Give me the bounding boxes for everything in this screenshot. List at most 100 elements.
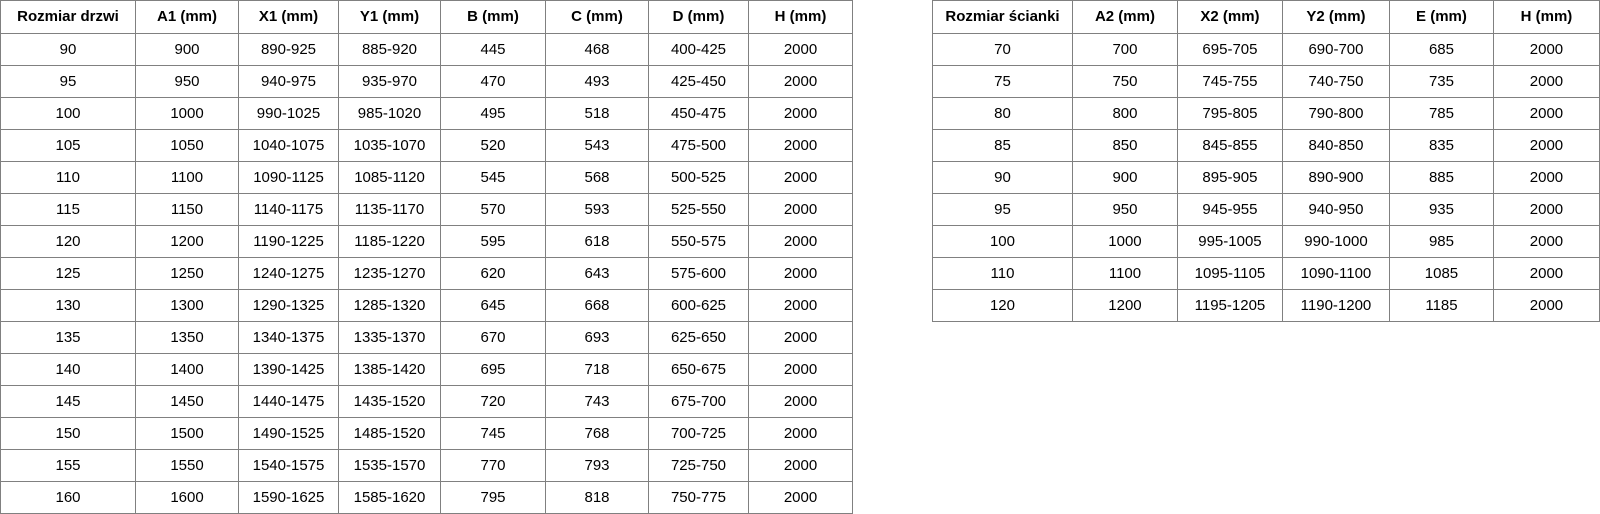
table-cell: 520 bbox=[440, 129, 546, 162]
table-cell: 985-1020 bbox=[338, 97, 441, 130]
table-cell: 900 bbox=[1071, 161, 1178, 194]
table-row: 110 1100 1095-1105 1090-1100 1085 2000 bbox=[932, 257, 1600, 290]
table-cell: 90 bbox=[0, 33, 136, 66]
table-cell: 518 bbox=[545, 97, 649, 130]
table-cell: 850 bbox=[1071, 129, 1178, 162]
table-cell: 1290-1325 bbox=[238, 289, 339, 322]
table-cell: 1135-1170 bbox=[338, 193, 441, 226]
table-cell: 125 bbox=[0, 257, 136, 290]
door-table-header: Rozmiar drzwi A1 (mm) X1 (mm) Y1 (mm) B (mm)… bbox=[0, 0, 853, 34]
table-cell: 735 bbox=[1389, 65, 1494, 98]
table-cell: 885-920 bbox=[338, 33, 441, 66]
table-cell: 1490-1525 bbox=[238, 417, 339, 450]
table-cell: 1450 bbox=[135, 385, 239, 418]
table-cell: 550-575 bbox=[648, 225, 749, 258]
table-cell: 1590-1625 bbox=[238, 481, 339, 514]
table-cell: 570 bbox=[440, 193, 546, 226]
table-cell: 1285-1320 bbox=[338, 289, 441, 322]
table-cell: 695-705 bbox=[1176, 33, 1283, 66]
table-cell: 95 bbox=[932, 193, 1073, 226]
column-header-doors-7: H (mm) bbox=[748, 0, 853, 34]
table-cell: 1350 bbox=[135, 321, 239, 354]
table-cell: 940-975 bbox=[238, 65, 339, 98]
table-cell: 470 bbox=[440, 65, 546, 98]
table-cell: 1140-1175 bbox=[238, 193, 339, 226]
table-cell: 1185 bbox=[1389, 289, 1494, 322]
table-cell: 793 bbox=[545, 449, 649, 482]
table-cell: 130 bbox=[0, 289, 136, 322]
table-cell: 2000 bbox=[1492, 33, 1600, 66]
table-cell: 1300 bbox=[135, 289, 239, 322]
table-cell: 2000 bbox=[1492, 97, 1600, 130]
table-row: 125 1250 1240-1275 1235-1270 620 643 575-600 20… bbox=[0, 257, 853, 290]
table-cell: 110 bbox=[0, 161, 136, 194]
table-cell: 750 bbox=[1071, 65, 1178, 98]
table-row: 85 850 845-855 840-850 835 2000 bbox=[932, 129, 1600, 162]
table-row: 95 950 945-955 940-950 935 2000 bbox=[932, 193, 1600, 226]
table-cell: 95 bbox=[0, 65, 136, 98]
table-cell: 895-905 bbox=[1176, 161, 1283, 194]
table-cell: 890-900 bbox=[1281, 161, 1391, 194]
table-cell: 543 bbox=[545, 129, 649, 162]
wall-dimensions-table: Rozmiar ścianki A2 (mm) X2 (mm) Y2 (mm) E (m… bbox=[932, 0, 1600, 322]
table-cell: 1250 bbox=[135, 257, 239, 290]
table-cell: 625-650 bbox=[648, 321, 749, 354]
table-cell: 2000 bbox=[748, 225, 853, 258]
table-cell: 468 bbox=[545, 33, 649, 66]
table-cell: 2000 bbox=[748, 65, 853, 98]
table-cell: 693 bbox=[545, 321, 649, 354]
table-cell: 595 bbox=[440, 225, 546, 258]
table-cell: 150 bbox=[0, 417, 136, 450]
table-row: 130 1300 1290-1325 1285-1320 645 668 600-625 20… bbox=[0, 289, 853, 322]
table-cell: 575-600 bbox=[648, 257, 749, 290]
table-cell: 105 bbox=[0, 129, 136, 162]
table-cell: 795-805 bbox=[1176, 97, 1283, 130]
table-cell: 400-425 bbox=[648, 33, 749, 66]
table-row: 100 1000 995-1005 990-1000 985 2000 bbox=[932, 225, 1600, 258]
table-cell: 818 bbox=[545, 481, 649, 514]
table-cell: 890-925 bbox=[238, 33, 339, 66]
table-cell: 650-675 bbox=[648, 353, 749, 386]
table-cell: 2000 bbox=[748, 353, 853, 386]
table-cell: 1000 bbox=[1071, 225, 1178, 258]
table-cell: 2000 bbox=[748, 129, 853, 162]
column-header-doors-5: C (mm) bbox=[545, 0, 649, 34]
table-row: 105 1050 1040-1075 1035-1070 520 543 475-500 20… bbox=[0, 129, 853, 162]
table-cell: 2000 bbox=[1492, 161, 1600, 194]
table-cell: 700 bbox=[1071, 33, 1178, 66]
table-row: 135 1350 1340-1375 1335-1370 670 693 625-650 20… bbox=[0, 321, 853, 354]
column-header-walls-5: H (mm) bbox=[1492, 0, 1600, 34]
table-cell: 840-850 bbox=[1281, 129, 1391, 162]
table-cell: 740-750 bbox=[1281, 65, 1391, 98]
table-cell: 1550 bbox=[135, 449, 239, 482]
table-cell: 685 bbox=[1389, 33, 1494, 66]
table-cell: 1400 bbox=[135, 353, 239, 386]
table-row: 70 700 695-705 690-700 685 2000 bbox=[932, 33, 1600, 66]
table-cell: 100 bbox=[0, 97, 136, 130]
table-cell: 85 bbox=[932, 129, 1073, 162]
table-cell: 2000 bbox=[748, 161, 853, 194]
table-cell: 475-500 bbox=[648, 129, 749, 162]
table-cell: 1390-1425 bbox=[238, 353, 339, 386]
table-cell: 718 bbox=[545, 353, 649, 386]
table-cell: 145 bbox=[0, 385, 136, 418]
table-cell: 935-970 bbox=[338, 65, 441, 98]
table-cell: 745 bbox=[440, 417, 546, 450]
table-cell: 80 bbox=[932, 97, 1073, 130]
table-cell: 2000 bbox=[1492, 129, 1600, 162]
table-cell: 525-550 bbox=[648, 193, 749, 226]
wall-table-header: Rozmiar ścianki A2 (mm) X2 (mm) Y2 (mm) E (m… bbox=[932, 0, 1600, 34]
table-cell: 725-750 bbox=[648, 449, 749, 482]
table-cell: 950 bbox=[135, 65, 239, 98]
table-cell: 1185-1220 bbox=[338, 225, 441, 258]
table-cell: 500-525 bbox=[648, 161, 749, 194]
column-header-doors-3: Y1 (mm) bbox=[338, 0, 441, 34]
table-cell: 800 bbox=[1071, 97, 1178, 130]
table-row: 100 1000 990-1025 985-1020 495 518 450-475 2000 bbox=[0, 97, 853, 130]
table-cell: 790-800 bbox=[1281, 97, 1391, 130]
table-cell: 2000 bbox=[748, 321, 853, 354]
table-cell: 2000 bbox=[1492, 193, 1600, 226]
table-row: 120 1200 1190-1225 1185-1220 595 618 550-575 20… bbox=[0, 225, 853, 258]
table-cell: 1485-1520 bbox=[338, 417, 441, 450]
table-cell: 2000 bbox=[748, 33, 853, 66]
